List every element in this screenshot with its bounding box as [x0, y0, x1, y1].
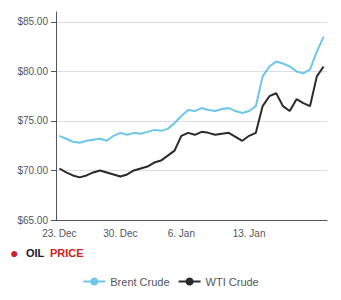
svg-text:$85.00: $85.00: [17, 16, 48, 27]
svg-text:WTI Crude: WTI Crude: [206, 276, 259, 288]
svg-text:$70.00: $70.00: [17, 165, 48, 176]
svg-text:$75.00: $75.00: [17, 115, 48, 126]
svg-text:23. Dec: 23. Dec: [42, 228, 76, 239]
svg-text:$65.00: $65.00: [17, 215, 48, 226]
svg-text:OIL: OIL: [26, 247, 45, 259]
svg-text:Brent Crude: Brent Crude: [110, 276, 169, 288]
svg-text:●: ●: [10, 245, 18, 261]
svg-text:30. Dec: 30. Dec: [103, 228, 137, 239]
svg-text:PRICE: PRICE: [50, 247, 84, 259]
svg-text:$80.00: $80.00: [17, 66, 48, 77]
svg-text:13. Jan: 13. Jan: [233, 228, 266, 239]
svg-text:6. Jan: 6. Jan: [168, 228, 195, 239]
